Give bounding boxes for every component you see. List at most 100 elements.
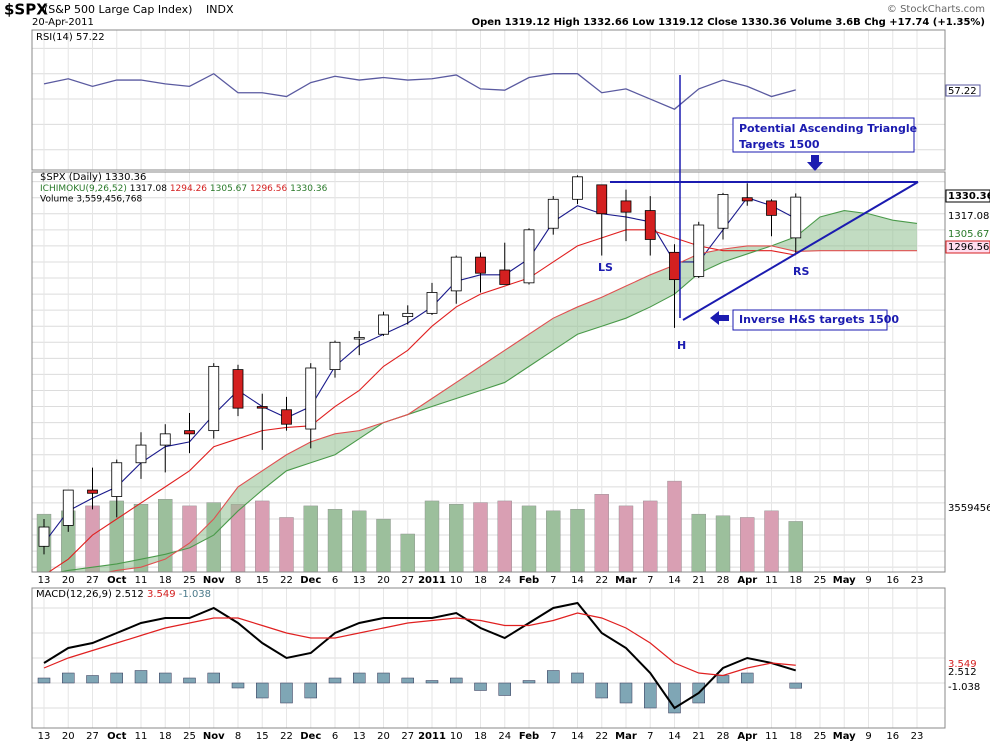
x-tick-label: 18: [474, 575, 487, 586]
volume-bar: [473, 502, 488, 572]
legend-text: -1.038: [179, 589, 211, 600]
candle-body: [62, 489, 74, 526]
x-tick-label: 11: [765, 575, 778, 586]
histogram-bar: [571, 672, 584, 684]
support-line: [682, 181, 919, 321]
kijun-last: 1296.56: [948, 242, 989, 253]
histogram-bar: [231, 682, 245, 689]
volume-bar: [643, 500, 658, 572]
candle-body: [378, 314, 389, 335]
volume-bar: [352, 510, 367, 572]
histogram-bar: [716, 675, 730, 684]
x-tick-label: Mar: [615, 575, 637, 586]
candle-body: [499, 269, 511, 285]
legend-text: 1305.67: [210, 184, 247, 194]
histogram-bar: [789, 682, 802, 689]
x-tick-label: 10: [450, 731, 463, 742]
x-tick-label: Apr: [737, 575, 757, 586]
histogram-bar: [62, 672, 75, 684]
candle-body: [475, 256, 486, 274]
candle-body: [547, 198, 559, 229]
x-tick-label: 10: [450, 575, 463, 586]
x-tick-label: 14: [571, 731, 584, 742]
candle-body: [402, 312, 414, 317]
candle-body: [329, 341, 341, 370]
annotation-box: [732, 309, 888, 331]
candle-body: [208, 365, 220, 432]
x-tick-label: 21: [692, 731, 705, 742]
x-tick-label: Mar: [615, 731, 637, 742]
x-tick-label: 11: [135, 731, 148, 742]
candle-body: [426, 292, 438, 314]
histogram-bar: [110, 672, 123, 684]
histogram-bar: [450, 677, 463, 684]
histogram-bar: [619, 682, 633, 704]
x-tick-label: 15: [256, 575, 269, 586]
x-tick-label: 13: [353, 731, 366, 742]
tenkan-last: 1317.08: [948, 211, 989, 222]
x-tick-label: 18: [159, 731, 172, 742]
x-tick-label: 7: [550, 731, 556, 742]
candle-body: [644, 210, 656, 240]
candle-body: [184, 430, 195, 435]
ichimoku-legend: ICHIMOKU(9,26,52) 1317.08 1294.26 1305.6…: [40, 184, 328, 194]
candle-body: [305, 367, 317, 430]
histogram-bar: [207, 672, 220, 684]
x-tick-label: Oct: [107, 731, 126, 742]
x-tick-label: 23: [911, 575, 924, 586]
volume-bar: [424, 500, 440, 572]
candle-body: [766, 200, 777, 216]
rsi-last: 57.22: [948, 86, 977, 97]
x-tick-label: 14: [668, 575, 681, 586]
x-tick-label: 20: [62, 575, 75, 586]
volume-bar: [279, 517, 294, 572]
x-tick-label: Feb: [519, 575, 539, 586]
price-frame: [31, 171, 946, 573]
volume-bar: [133, 504, 149, 572]
volume-bar: [764, 510, 779, 572]
volume-bar: [546, 510, 561, 572]
candle-body: [790, 196, 802, 239]
x-tick-label: 18: [789, 731, 802, 742]
x-tick-label: 18: [159, 575, 172, 586]
candle-body: [159, 433, 171, 446]
price-legend: $SPX (Daily) 1330.36: [40, 172, 146, 183]
x-tick-label: 2011: [418, 575, 446, 586]
annotation: Inverse H&S targets 1500: [739, 313, 899, 326]
x-tick-label: 27: [401, 731, 414, 742]
legend-text: 2.512: [115, 589, 144, 600]
macd-frame: [31, 587, 946, 729]
x-tick-label: 7: [550, 575, 556, 586]
histogram-bar: [353, 672, 366, 684]
legend-text: 1330.36: [290, 184, 327, 194]
x-tick-label: 16: [886, 731, 899, 742]
histogram-bar: [547, 670, 560, 684]
rsi-line: [43, 72, 796, 110]
x-tick-label: 25: [814, 731, 827, 742]
candle-body: [693, 224, 705, 277]
annotation: Targets 1500: [739, 138, 820, 151]
volume-bar: [618, 505, 634, 572]
histogram-bar: [37, 677, 51, 684]
exchange: INDX: [206, 3, 234, 16]
volume-bar: [715, 515, 731, 572]
candle-body: [281, 409, 292, 425]
x-tick-label: Nov: [203, 575, 225, 586]
volume-bar: [521, 505, 537, 572]
histogram-bar: [256, 682, 269, 699]
x-tick-label: 27: [401, 575, 414, 586]
candle-body: [717, 194, 729, 229]
index-name: (S&P 500 Large Cap Index): [44, 3, 192, 16]
x-tick-label: 25: [183, 731, 196, 742]
x-tick-label: 11: [765, 731, 778, 742]
histogram-bar: [159, 672, 172, 684]
histogram-bar: [280, 682, 293, 704]
candle-body: [87, 489, 98, 494]
candle-body: [353, 337, 365, 340]
x-tick-label: 9: [865, 575, 871, 586]
volume-bar: [667, 480, 682, 572]
legend-text: 1317.08: [130, 184, 167, 194]
x-tick-label: 14: [571, 575, 584, 586]
legend-text: 1296.56: [250, 184, 287, 194]
